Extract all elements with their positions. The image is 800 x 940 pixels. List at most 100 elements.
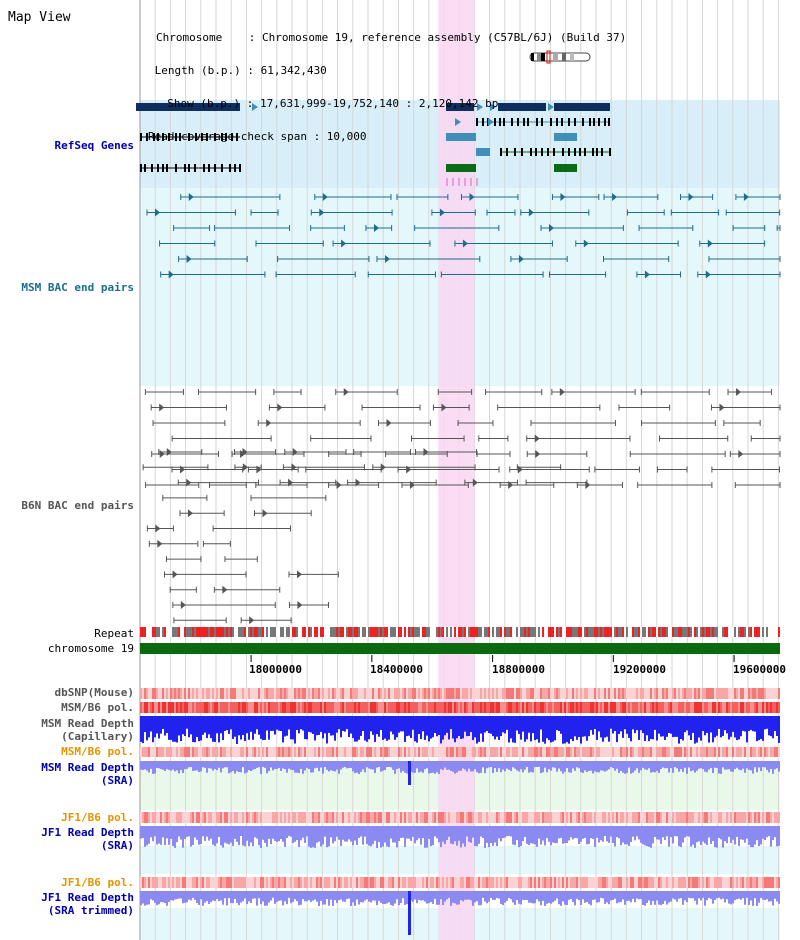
depth-bar	[624, 716, 626, 730]
heat-cell	[630, 702, 632, 713]
heat-cell	[462, 688, 464, 699]
depth-bar	[734, 891, 736, 901]
heat-cell	[610, 688, 612, 699]
heat-cell	[236, 688, 238, 699]
b6n-bac-pair	[432, 403, 470, 412]
track-label-msm-bac[interactable]: MSM BAC end pairs	[21, 281, 134, 294]
depth-spike	[408, 891, 411, 935]
heat-cell	[212, 688, 214, 699]
b6n-bac-pair	[734, 482, 781, 488]
heat-cell	[150, 688, 152, 699]
heat-cell	[502, 812, 504, 823]
heat-cell	[232, 747, 234, 757]
track-label-msm-depth-cap[interactable]: MSM Read Depth	[41, 717, 134, 730]
depth-bar	[622, 891, 624, 900]
info-chromosome: Chromosome : Chromosome 19, reference as…	[156, 31, 627, 44]
b6n-bac-pair	[224, 556, 258, 563]
depth-bar	[378, 716, 380, 737]
heat-cell	[464, 812, 466, 823]
depth-bar	[162, 826, 164, 838]
heat-cell	[452, 688, 454, 699]
heat-cell	[430, 747, 432, 757]
heat-cell	[192, 688, 194, 699]
depth-bar	[144, 716, 146, 733]
b6n-bac-pair	[497, 404, 601, 411]
depth-bar	[526, 891, 528, 900]
heat-cell	[772, 702, 774, 713]
heat-cell	[550, 702, 552, 713]
depth-bar	[334, 891, 336, 901]
repeat-bar	[774, 627, 776, 637]
heat-cell	[618, 702, 620, 713]
depth-bar	[404, 761, 406, 773]
msm-bac-pair	[160, 270, 266, 279]
depth-bar	[294, 761, 296, 773]
depth-bar	[256, 716, 258, 730]
track-label-jf1-b6-pol-2[interactable]: JF1/B6 pol.	[61, 876, 134, 889]
depth-bar	[416, 761, 418, 769]
track-label-msm-b6-pol-2[interactable]: MSM/B6 pol.	[61, 745, 134, 758]
depth-bar	[646, 826, 648, 847]
heat-cell	[534, 702, 536, 713]
repeat-bar	[624, 627, 626, 637]
heat-cell	[180, 747, 182, 757]
heat-cell	[672, 702, 674, 713]
heat-cell	[462, 702, 464, 713]
gene-exon	[568, 148, 570, 156]
depth-bar	[592, 891, 594, 900]
depth-bar	[270, 891, 272, 901]
depth-bar	[308, 891, 310, 901]
depth-bar	[380, 716, 382, 731]
heat-cell	[532, 747, 534, 757]
depth-bar	[518, 891, 520, 904]
depth-bar	[150, 761, 152, 769]
heat-cell	[332, 688, 334, 699]
gene-arrow	[455, 118, 461, 126]
heat-cell	[696, 688, 698, 699]
msm-bac-pair	[414, 225, 500, 231]
repeat-bar	[320, 627, 322, 637]
depth-bar	[444, 761, 446, 768]
heat-cell	[250, 747, 252, 757]
msm-bac-pair	[214, 225, 291, 231]
heat-cell	[546, 812, 548, 823]
heat-cell	[594, 688, 596, 699]
heat-cell	[366, 688, 368, 699]
track-label-jf1-depth-trim[interactable]: JF1 Read Depth	[41, 891, 134, 904]
repeat-bar	[516, 627, 518, 637]
depth-bar	[306, 716, 308, 740]
track-label-dbsnp[interactable]: dbSNP(Mouse)	[54, 686, 134, 699]
depth-bar	[152, 891, 154, 901]
depth-bar	[776, 761, 778, 769]
heat-cell	[522, 812, 524, 823]
depth-bar	[660, 761, 662, 769]
depth-bar	[538, 826, 540, 839]
heat-cell	[186, 877, 188, 888]
track-label-msm-depth-sra[interactable]: MSM Read Depth	[41, 761, 134, 774]
depth-bar	[500, 716, 502, 737]
heat-cell	[554, 877, 556, 888]
track-label-b6n-bac[interactable]: B6N BAC end pairs	[21, 499, 134, 512]
heat-cell	[482, 747, 484, 757]
repeat-bar	[630, 627, 632, 637]
depth-bar	[696, 891, 698, 905]
track-label-jf1-b6-pol-1[interactable]: JF1/B6 pol.	[61, 811, 134, 824]
heat-cell	[586, 702, 588, 713]
depth-bar	[350, 761, 352, 769]
msm-bac-pair	[310, 208, 393, 217]
track-label-jf1-depth-sra[interactable]: JF1 Read Depth	[41, 826, 134, 839]
depth-bar	[580, 826, 582, 842]
heat-cell	[658, 702, 660, 713]
track-label-msm-b6-pol-1[interactable]: MSM/B6 pol.	[61, 701, 134, 714]
depth-bar	[234, 891, 236, 899]
depth-bar	[346, 761, 348, 769]
depth-bar	[556, 716, 558, 731]
depth-bar	[550, 826, 552, 846]
depth-bar	[202, 826, 204, 837]
pair-arrow	[322, 193, 328, 201]
repeat-bar	[412, 627, 414, 637]
heat-cell	[360, 688, 362, 699]
heat-cell	[548, 877, 550, 888]
track-label-refseq[interactable]: RefSeq Genes	[54, 139, 134, 152]
